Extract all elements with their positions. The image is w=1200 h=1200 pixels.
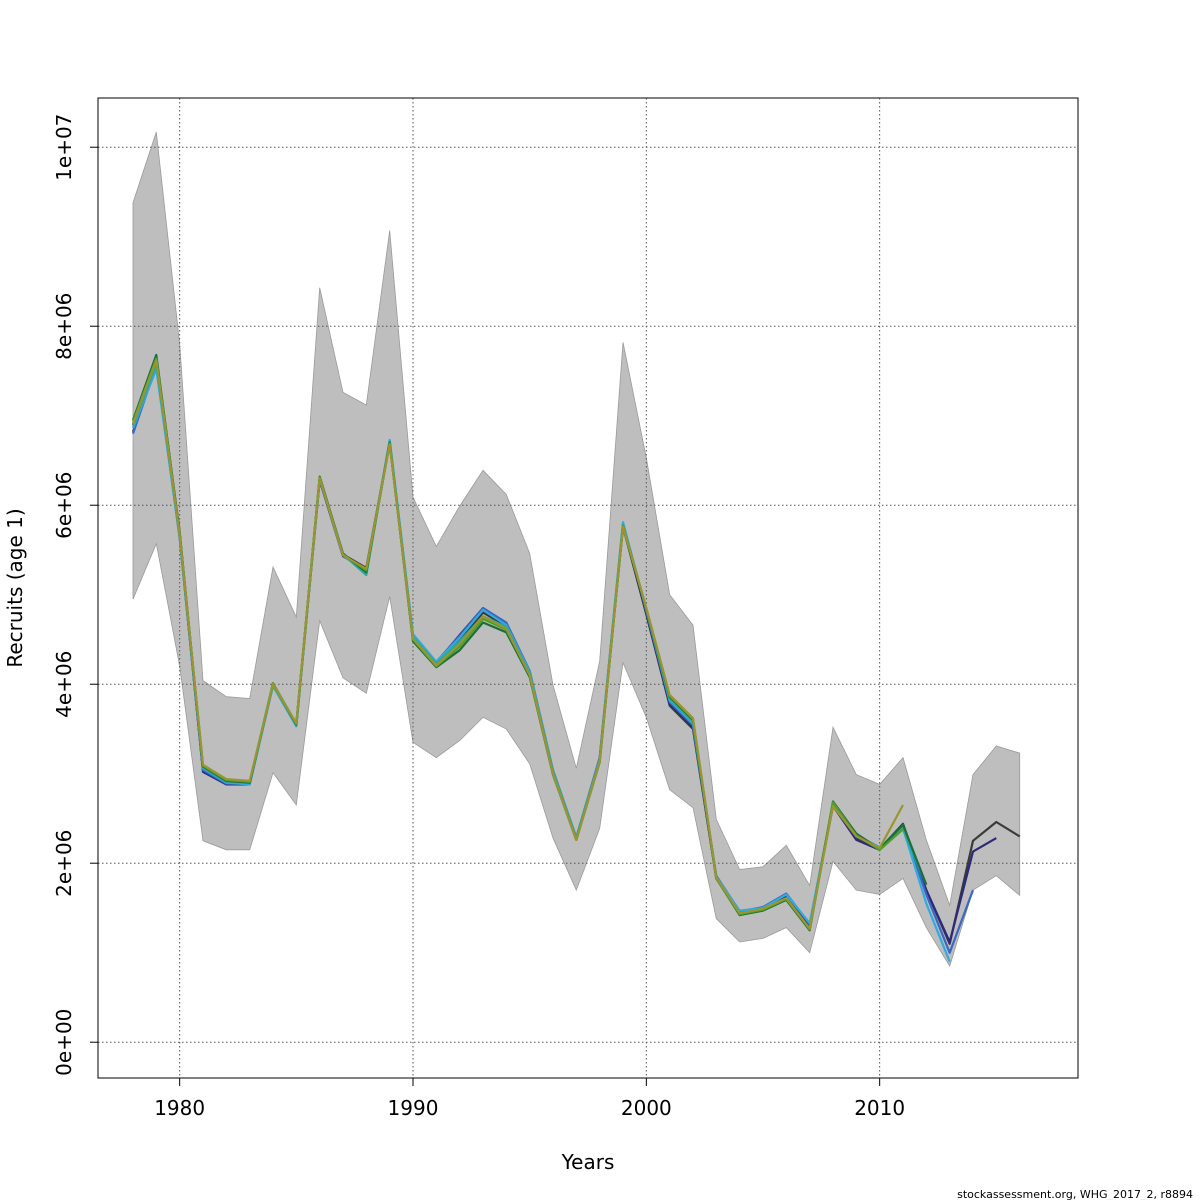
- y-tick-label: 4e+06: [52, 651, 76, 718]
- y-tick-label: 6e+06: [52, 472, 76, 539]
- series-line-8: [131, 359, 904, 930]
- y-tick-label: 2e+06: [52, 830, 76, 897]
- x-tick-label: 1990: [388, 1096, 439, 1120]
- y-tick-label: 1e+07: [52, 114, 76, 181]
- y-axis-title: Recruits (age 1): [3, 508, 27, 667]
- footer-credit: stockassessment.org, WHG_2017_2, r8894: [957, 1188, 1193, 1200]
- x-tick-label: 1980: [154, 1096, 205, 1120]
- plot-frame: [97, 97, 1079, 1079]
- y-tick-label: 8e+06: [52, 293, 76, 360]
- y-tick-label: 0e+00: [52, 1009, 76, 1076]
- series-layer: [131, 353, 1021, 963]
- x-tick-label: 2010: [854, 1096, 905, 1120]
- x-axis-title: Years: [561, 1150, 615, 1174]
- y-axis: 0e+00 2e+06 4e+06 6e+06 8e+06 1e+07: [52, 114, 98, 1076]
- x-tick-label: 2000: [621, 1096, 672, 1120]
- x-axis: 1980 1990 2000 2010: [154, 1078, 905, 1120]
